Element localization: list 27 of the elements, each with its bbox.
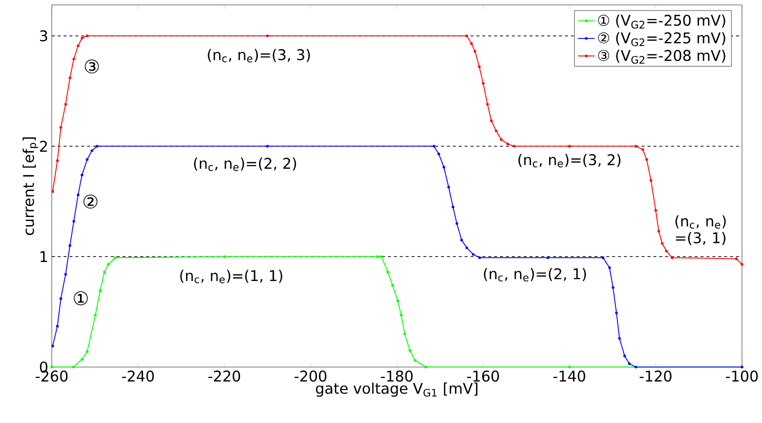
legend-label: ① (V$_{G2}$=-250 mV) (598, 14, 726, 28)
y-tick-label: 1 (40, 251, 47, 262)
y-tick-label: 0 (40, 361, 48, 372)
annotation: (n$_{c}$, n$_{e}$)=(3, 3) (208, 48, 310, 62)
annotation: ③ (84, 59, 99, 74)
x-tick-label: -100 (726, 370, 758, 382)
annotation: ① (74, 291, 88, 306)
x-tick-label: -240 (122, 370, 154, 382)
y-tick-label: 3 (40, 30, 48, 42)
x-tick-label: -220 (208, 370, 240, 382)
x-tick-label: -200 (294, 370, 326, 382)
x-tick-label: -180 (380, 370, 413, 382)
annotation: (n$_{c}$, n$_{e}$)=(1, 1) (180, 270, 282, 284)
annotation: ② (83, 194, 98, 208)
y-axis-title: current I [ef$_{p}$] (22, 137, 38, 235)
x-tick-label: -140 (553, 370, 586, 382)
annotation: (n$_{c}$, n$_{e}$)=(2, 2) (194, 157, 296, 171)
y-tick-label: 2 (40, 140, 47, 152)
x-axis-title: gate voltage V$_{G1}$ [mV] (316, 382, 478, 397)
annotation: (n$_{c}$, n$_{e}$)=(2, 1) (484, 268, 586, 282)
legend-label: ② (V$_{G2}$=-225 mV) (598, 32, 726, 46)
annotation: (n$_{c}$, n$_{e}$)=(3, 2) (518, 154, 620, 168)
x-tick-label: -120 (640, 370, 672, 382)
x-tick-label: -260 (36, 370, 68, 382)
annotation: (n$_{c}$, n$_{e}$) =(3, 1) (675, 215, 726, 245)
x-tick-label: -160 (467, 370, 499, 382)
legend-label: ③ (V$_{G2}$=-208 mV) (598, 50, 726, 64)
